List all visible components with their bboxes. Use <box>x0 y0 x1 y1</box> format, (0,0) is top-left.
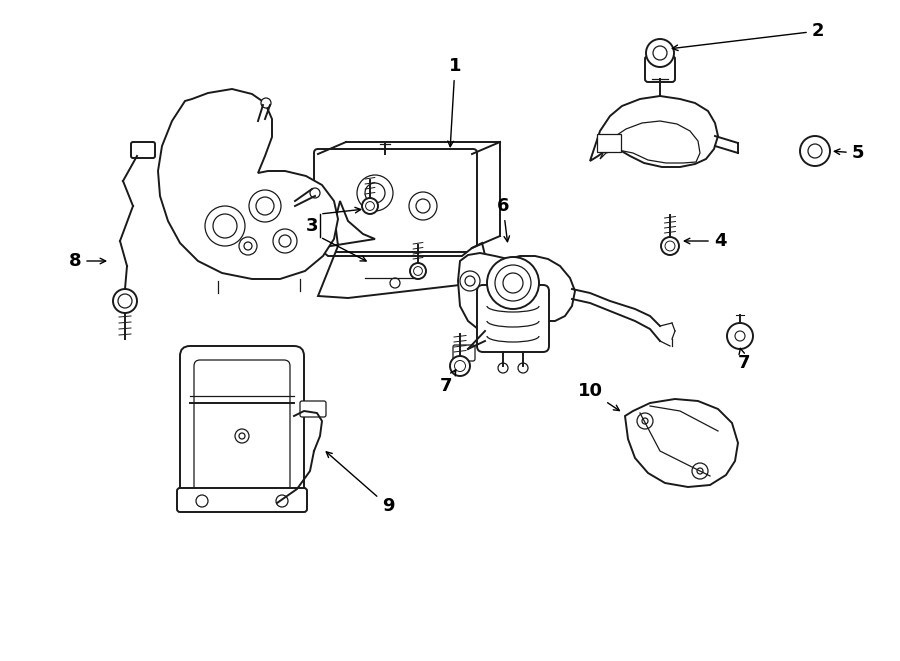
Circle shape <box>661 237 679 255</box>
FancyBboxPatch shape <box>477 285 549 352</box>
Text: 1: 1 <box>448 57 461 147</box>
Circle shape <box>276 495 288 507</box>
Circle shape <box>362 198 378 214</box>
Circle shape <box>239 237 257 255</box>
Circle shape <box>414 266 422 276</box>
Text: 10: 10 <box>578 382 619 410</box>
FancyBboxPatch shape <box>314 149 477 252</box>
Circle shape <box>487 257 539 309</box>
Circle shape <box>213 214 237 238</box>
Polygon shape <box>318 201 487 298</box>
Circle shape <box>646 39 674 67</box>
Polygon shape <box>458 253 575 333</box>
Circle shape <box>409 192 437 220</box>
Circle shape <box>118 294 132 308</box>
Text: 6: 6 <box>497 197 509 242</box>
Text: 9: 9 <box>327 452 394 515</box>
FancyBboxPatch shape <box>131 142 155 158</box>
FancyBboxPatch shape <box>180 346 304 506</box>
Polygon shape <box>158 89 338 279</box>
Polygon shape <box>600 121 700 163</box>
Circle shape <box>196 495 208 507</box>
Text: 3: 3 <box>306 217 319 235</box>
Circle shape <box>800 136 830 166</box>
Circle shape <box>365 183 385 203</box>
Circle shape <box>454 360 465 371</box>
Circle shape <box>390 278 400 288</box>
Circle shape <box>273 229 297 253</box>
Circle shape <box>642 418 648 424</box>
Circle shape <box>653 46 667 60</box>
Circle shape <box>498 363 508 373</box>
Text: 4: 4 <box>684 232 726 250</box>
Circle shape <box>665 241 675 251</box>
Circle shape <box>727 323 753 349</box>
FancyBboxPatch shape <box>453 345 475 361</box>
Text: 8: 8 <box>68 252 105 270</box>
FancyBboxPatch shape <box>645 56 675 82</box>
Polygon shape <box>590 96 718 167</box>
Text: 5: 5 <box>834 144 864 162</box>
Circle shape <box>310 188 320 198</box>
Circle shape <box>239 433 245 439</box>
Circle shape <box>410 263 426 279</box>
Circle shape <box>261 98 271 108</box>
Text: 7: 7 <box>738 348 751 372</box>
Circle shape <box>279 235 291 247</box>
Text: 2: 2 <box>672 22 824 51</box>
Circle shape <box>256 197 274 215</box>
Circle shape <box>205 206 245 246</box>
Circle shape <box>637 413 653 429</box>
Circle shape <box>735 331 745 341</box>
Circle shape <box>692 463 708 479</box>
Circle shape <box>465 276 475 286</box>
FancyBboxPatch shape <box>300 401 326 417</box>
FancyBboxPatch shape <box>597 134 621 152</box>
FancyBboxPatch shape <box>177 488 307 512</box>
Circle shape <box>460 271 480 291</box>
Text: 7: 7 <box>440 369 455 395</box>
Circle shape <box>495 265 531 301</box>
Circle shape <box>808 144 822 158</box>
Circle shape <box>503 273 523 293</box>
Circle shape <box>357 175 393 211</box>
Circle shape <box>235 429 249 443</box>
FancyBboxPatch shape <box>194 360 290 492</box>
Circle shape <box>113 289 137 313</box>
Circle shape <box>518 363 528 373</box>
Circle shape <box>365 202 374 210</box>
Circle shape <box>244 242 252 250</box>
Circle shape <box>249 190 281 222</box>
Polygon shape <box>625 399 738 487</box>
Circle shape <box>450 356 470 376</box>
Circle shape <box>697 468 703 474</box>
Circle shape <box>416 199 430 213</box>
